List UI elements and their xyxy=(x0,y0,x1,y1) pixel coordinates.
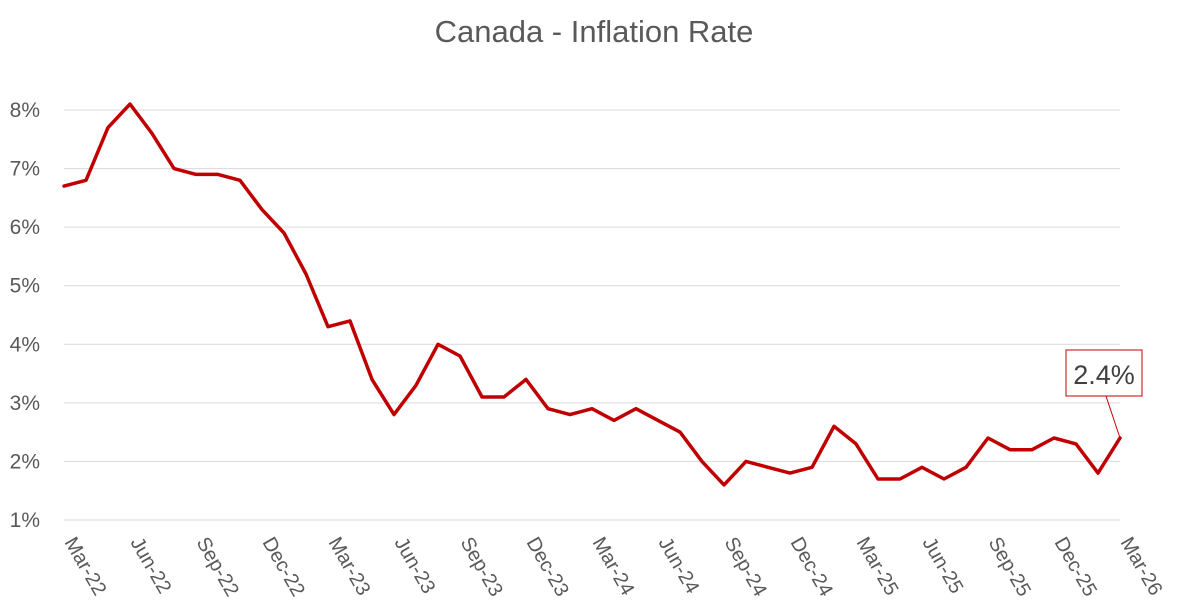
x-tick-label: Sep-25 xyxy=(984,534,1035,601)
x-tick-label: Sep-22 xyxy=(192,534,243,601)
y-tick-label: 3% xyxy=(10,392,40,415)
x-tick-label: Dec-24 xyxy=(786,534,837,601)
callout-label: 2.4% xyxy=(1073,360,1135,390)
x-tick-label: Sep-24 xyxy=(720,534,771,601)
x-tick-label: Dec-23 xyxy=(522,534,573,601)
x-tick-label: Jun-25 xyxy=(918,534,968,598)
gridlines xyxy=(64,109,1120,521)
x-tick-label: Mar-26 xyxy=(1116,534,1167,600)
callout-layer: 2.4% xyxy=(1065,349,1143,439)
x-tick-label: Jun-22 xyxy=(126,534,176,598)
x-tick-label: Mar-23 xyxy=(324,534,375,600)
callout-leader-line xyxy=(1105,395,1121,439)
x-axis-tick-labels: Mar-22 Jun-22 Sep-22 Dec-22 Mar-23 Jun-23 Sep-… xyxy=(60,534,1167,601)
x-tick-label: Mar-24 xyxy=(588,534,639,600)
y-tick-label: 4% xyxy=(10,333,40,356)
x-tick-label: Dec-22 xyxy=(258,534,309,601)
chart-title: Canada - Inflation Rate xyxy=(434,14,754,49)
y-tick-label: 6% xyxy=(10,216,40,239)
x-tick-label: Mar-22 xyxy=(60,534,111,600)
series-layer xyxy=(62,102,1122,487)
x-tick-label: Jun-23 xyxy=(390,534,440,598)
y-axis-tick-labels: 1% 2% 3% 4% 5% 6% 7% 8% xyxy=(10,99,40,532)
y-tick-label: 5% xyxy=(10,275,40,298)
callout-box xyxy=(1065,349,1143,397)
x-tick-label: Sep-23 xyxy=(456,534,507,601)
y-tick-label: 8% xyxy=(10,99,40,122)
x-tick-label: Jun-24 xyxy=(654,534,704,598)
series-line xyxy=(62,102,1122,487)
x-tick-label: Mar-25 xyxy=(852,534,903,600)
y-tick-label: 7% xyxy=(10,158,40,181)
y-tick-label: 2% xyxy=(10,450,40,473)
y-tick-label: 1% xyxy=(10,509,40,532)
x-tick-label: Dec-25 xyxy=(1050,534,1101,601)
